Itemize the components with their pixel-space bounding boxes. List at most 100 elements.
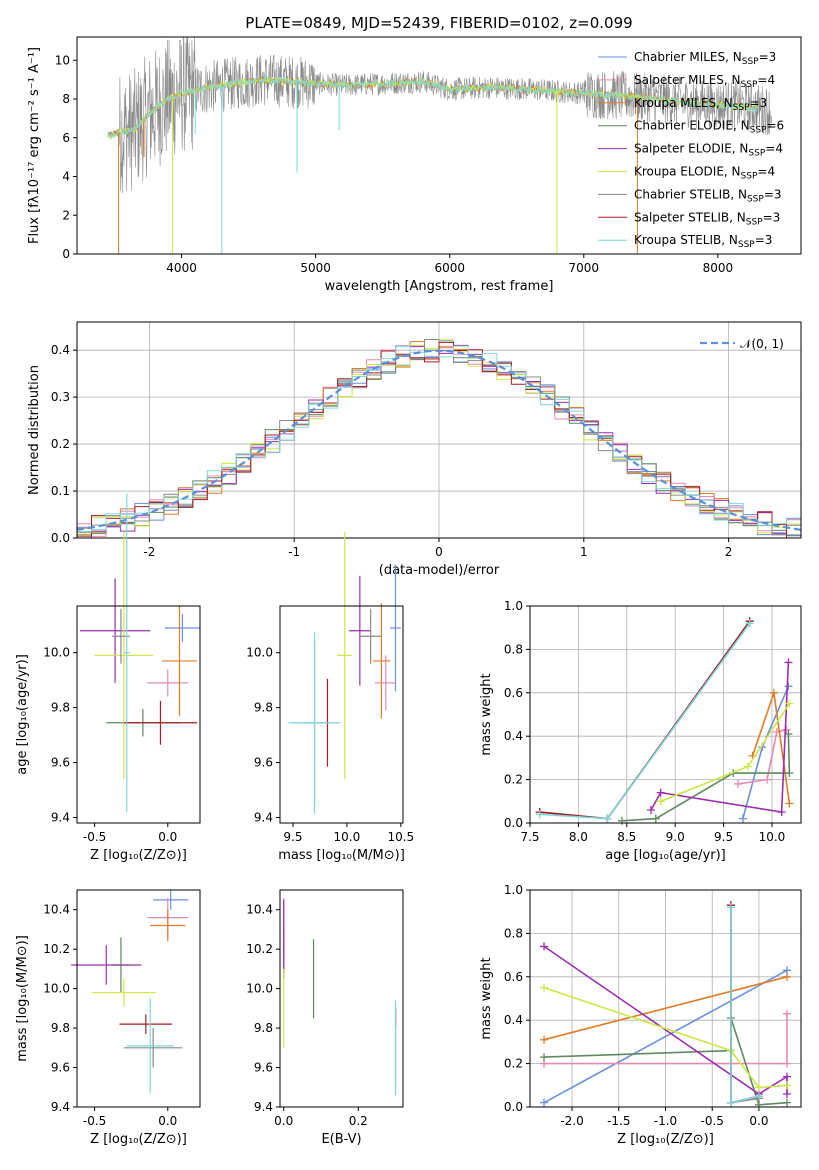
legend-label-suffix: =4 [757,73,775,87]
axes-frame [76,36,802,255]
legend-label-sub: SSP [738,240,755,250]
histogram-step-line [77,339,801,536]
plus-marker [763,775,772,784]
y-tick-label: 1.0 [504,599,523,613]
x-tick-label: 8000 [703,261,734,275]
plus-marker [782,1059,791,1068]
plus-marker [656,788,665,797]
x-tick-label: -0.5 [83,1114,106,1128]
plus-marker [784,682,793,691]
x-tick-label: 10.5 [387,830,414,844]
plus-marker [777,808,786,817]
panel-mass_weight_vs_Z: -2.0 -1.5 -1.0 -0.5 0.0 0.0 0.2 0.4 0.6 0.8 1.0 Z [… [479,883,802,1147]
legend-label: Kroupa ELODIE, NSSP=4 [634,165,775,182]
y-tick-label: 10.4 [43,903,70,917]
y-tick-label: 0.8 [504,926,523,940]
axes-frame [529,889,802,1108]
y-tick-label: 0.0 [504,816,523,830]
panel-age_vs_Z: -0.5 0.0 9.4 9.6 9.8 10.0 Z [log₁₀(Z/Z⊙)] age [… [15,493,201,863]
legend-label: Chabrier ELODIE, NSSP=6 [634,119,784,136]
x-tick-label: 1 [580,545,588,559]
panel-mass_weight_vs_age: 7.5 8.0 8.5 9.0 9.5 10.0 0.0 0.2 0.4 0.6 0.8 1.0 age… [479,599,802,863]
legend-label-sub: SSP [733,103,750,113]
plus-marker [738,814,747,823]
y-tick-label: 0.2 [504,773,523,787]
legend-label: 𝒩(0, 1) [740,337,784,351]
y-tick-label: 0.2 [504,1057,523,1071]
y-tick-label: 9.4 [51,811,70,825]
plus-marker [782,1089,791,1098]
x-tick-label: 6000 [434,261,465,275]
legend-label-sub: SSP [741,172,758,182]
y-tick-label: 2 [62,208,70,222]
x-axis-label: Z [log₁₀(Z/Z⊙)] [90,1132,187,1147]
legend-label: Salpeter ELODIE, NSSP=4 [634,142,783,159]
y-tick-label: 0.6 [504,970,523,984]
legend-label: Chabrier STELIB, NSSP=3 [634,187,782,204]
x-tick-label: -0.5 [83,830,106,844]
legend-label: Kroupa STELIB, NSSP=3 [634,233,772,250]
x-axis-label: mass [log₁₀(M/M⊙)] [278,848,405,863]
x-tick-label: 0 [435,545,443,559]
plus-marker [782,725,791,734]
x-tick-label: -0.5 [701,1114,724,1128]
y-axis-label: Flux [fλ10⁻¹⁷ erg cm⁻² s⁻¹ A⁻¹] [27,47,42,244]
plus-marker [782,972,791,981]
legend-label-sub: SSP [741,80,758,90]
y-tick-label: 10.0 [43,982,70,996]
legend-label-text: Chabrier STELIB, N [634,187,747,201]
x-axis-label: E(B-V) [321,1132,361,1147]
series-line [730,905,760,1104]
legend-label-text: Kroupa STELIB, N [634,233,738,247]
y-tick-label: 0.2 [51,437,70,451]
plus-marker [754,1083,763,1092]
x-tick-label: -1 [288,545,300,559]
plus-marker [540,1035,549,1044]
y-tick-label: 10.0 [43,646,70,660]
y-tick-label: 9.8 [51,1021,70,1035]
y-tick-label: 10.4 [246,903,273,917]
x-tick-label: -1.0 [654,1114,677,1128]
legend-label-sub: SSP [748,149,765,159]
plus-marker [785,769,794,778]
legend-label-text: Salpeter ELODIE, N [634,142,748,156]
legend-label: Salpeter STELIB, NSSP=3 [634,210,780,227]
x-axis-label: Z [log₁₀(Z/Z⊙)] [617,1132,714,1147]
legend-label-sub: SSP [746,217,763,227]
x-axis-label: (data-model)/error [379,563,500,578]
legend-label-suffix: =3 [763,210,781,224]
plus-marker [769,688,778,697]
x-tick-label: 8.5 [617,830,636,844]
x-axis-label: wavelength [Angstrom, rest frame] [325,279,554,294]
legend-label-suffix: =6 [766,119,784,133]
y-tick-label: 10 [55,53,70,67]
y-tick-label: 10.0 [246,982,273,996]
y-tick-label: 9.6 [254,756,273,770]
plus-marker [651,814,660,823]
y-tick-label: 4 [62,170,70,184]
axes-frame [76,889,201,1108]
x-tick-label: 4000 [166,261,197,275]
series-line [539,620,751,820]
y-tick-label: 0.0 [504,1100,523,1114]
plus-marker [726,1098,735,1107]
series-line [730,905,760,1104]
y-axis-label: mass [log₁₀(M/M⊙)] [15,935,30,1062]
x-tick-label: 10.0 [334,830,361,844]
y-tick-label: 6 [62,131,70,145]
y-tick-label: 0.4 [51,343,70,357]
y-tick-label: 0 [62,247,70,261]
plus-marker [785,699,794,708]
y-axis-label: mass weight [479,957,494,1039]
axes-frame [76,605,201,824]
axes-frame [529,605,802,824]
series-line [543,969,788,1104]
axes-frame [279,605,404,824]
x-tick-label: 7.5 [520,830,539,844]
x-tick-label: -2.0 [560,1114,583,1128]
histogram-step-line [77,341,801,539]
plus-marker [782,1009,791,1018]
x-tick-label: -1.5 [607,1114,630,1128]
plus-marker [540,983,549,992]
